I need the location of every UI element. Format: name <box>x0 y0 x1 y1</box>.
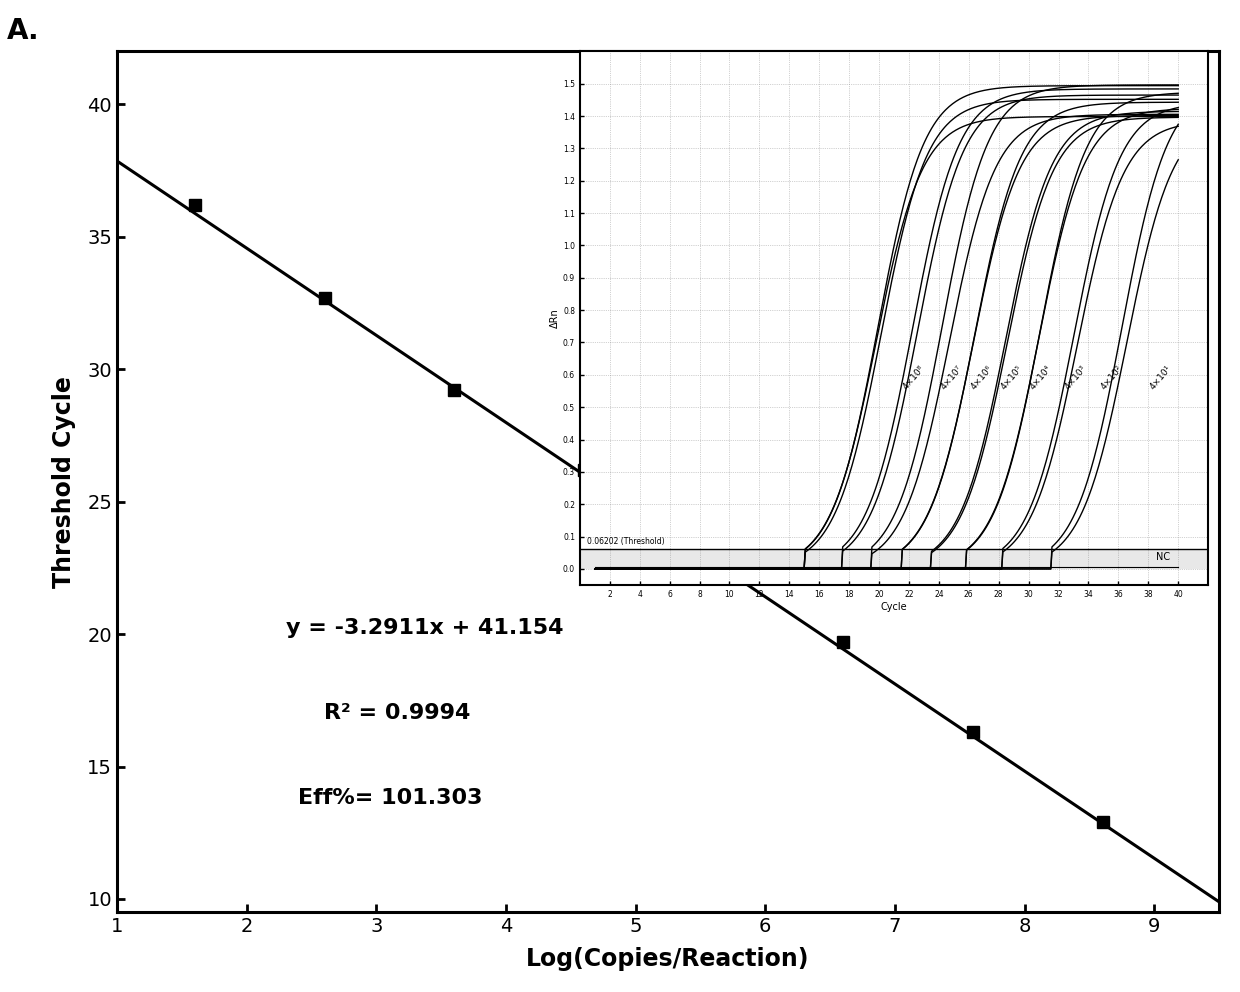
Text: A.: A. <box>6 17 40 45</box>
Text: y = -3.2911x + 41.154: y = -3.2911x + 41.154 <box>285 618 563 638</box>
Text: R² = 0.9994: R² = 0.9994 <box>325 703 471 723</box>
Y-axis label: Threshold Cycle: Threshold Cycle <box>52 376 76 587</box>
X-axis label: Log(Copies/Reaction): Log(Copies/Reaction) <box>526 947 810 971</box>
Text: Eff%= 101.303: Eff%= 101.303 <box>299 788 482 807</box>
